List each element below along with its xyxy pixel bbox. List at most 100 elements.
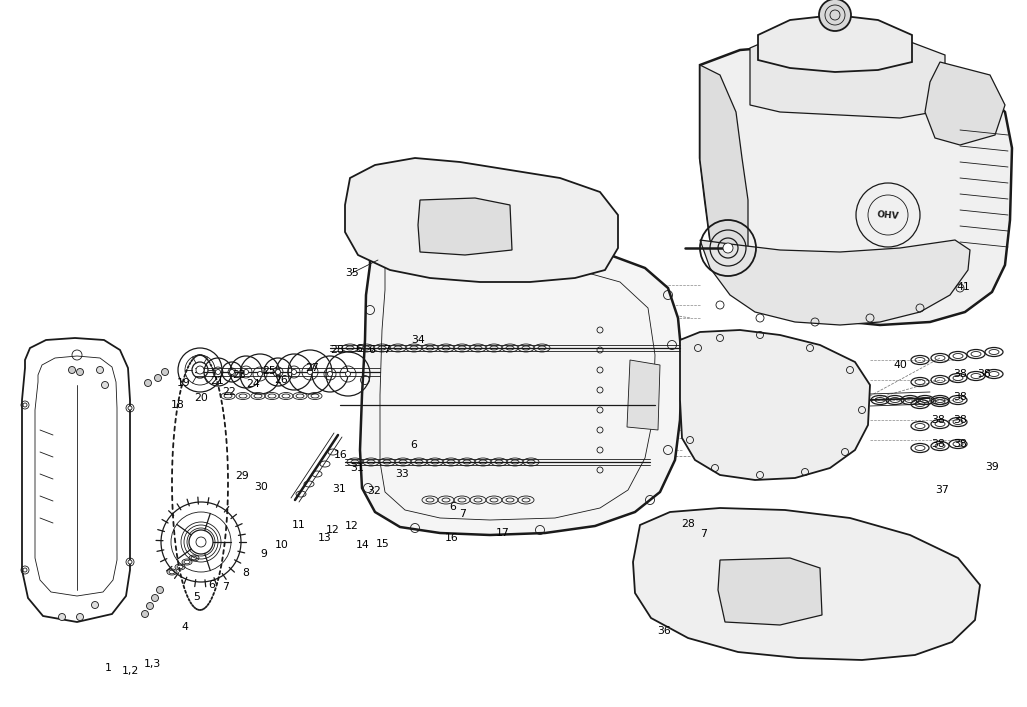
Text: 38: 38: [931, 439, 945, 449]
Text: 25: 25: [262, 366, 276, 376]
Text: 24: 24: [246, 379, 260, 389]
Text: 1: 1: [105, 663, 112, 673]
Text: 34: 34: [411, 335, 425, 345]
Text: 12: 12: [327, 525, 340, 535]
Text: 16: 16: [445, 533, 459, 543]
Circle shape: [128, 406, 132, 410]
Text: 10: 10: [275, 540, 289, 550]
Text: 6: 6: [450, 502, 456, 512]
Circle shape: [258, 371, 263, 377]
Polygon shape: [345, 158, 618, 282]
Text: 30: 30: [254, 482, 268, 492]
Circle shape: [819, 0, 851, 31]
Text: 8: 8: [242, 568, 250, 578]
Polygon shape: [718, 558, 822, 625]
Text: 29: 29: [235, 471, 249, 481]
Polygon shape: [925, 62, 1005, 145]
Circle shape: [154, 375, 161, 382]
Text: 36: 36: [657, 626, 671, 636]
Text: 28: 28: [681, 519, 695, 529]
Text: 1,3: 1,3: [144, 659, 160, 669]
Text: 38: 38: [953, 369, 966, 379]
Circle shape: [345, 371, 350, 377]
Text: 26: 26: [274, 375, 288, 385]
Text: 9: 9: [261, 549, 267, 559]
Circle shape: [229, 370, 234, 375]
Circle shape: [723, 243, 733, 253]
Circle shape: [216, 370, 221, 375]
Circle shape: [76, 368, 83, 375]
Circle shape: [292, 370, 297, 375]
Circle shape: [128, 560, 132, 564]
Text: OHV: OHV: [876, 209, 900, 221]
Text: 22: 22: [222, 387, 236, 397]
Text: 19: 19: [177, 378, 191, 388]
Text: 4: 4: [182, 622, 188, 632]
Circle shape: [145, 380, 152, 387]
Text: 38: 38: [953, 439, 966, 449]
Polygon shape: [700, 240, 969, 325]
Text: 14: 14: [356, 540, 370, 550]
Text: 1,2: 1,2: [121, 666, 139, 676]
Polygon shape: [700, 65, 748, 295]
Text: 37: 37: [936, 485, 949, 495]
Polygon shape: [758, 15, 912, 72]
Circle shape: [161, 368, 168, 375]
Text: 7: 7: [383, 345, 390, 355]
Circle shape: [156, 587, 163, 593]
Text: 31: 31: [350, 463, 364, 473]
Text: 6: 6: [355, 344, 363, 354]
Text: 7: 7: [700, 529, 708, 539]
Circle shape: [147, 602, 153, 609]
Polygon shape: [700, 45, 1012, 325]
Circle shape: [76, 614, 83, 621]
Text: 32: 32: [367, 486, 381, 496]
Circle shape: [23, 403, 27, 407]
Text: 28: 28: [330, 345, 344, 355]
Text: 35: 35: [345, 268, 358, 278]
Circle shape: [69, 366, 76, 373]
Text: 15: 15: [376, 539, 390, 549]
Text: 38: 38: [953, 392, 966, 402]
Text: 7: 7: [459, 509, 466, 519]
Text: 23: 23: [232, 370, 245, 380]
Text: 6: 6: [411, 440, 417, 450]
Text: 38: 38: [953, 415, 966, 425]
Text: 5: 5: [193, 592, 200, 602]
Text: 39: 39: [985, 462, 999, 472]
Text: 7: 7: [223, 582, 229, 592]
Circle shape: [59, 614, 66, 621]
Polygon shape: [627, 360, 660, 430]
Circle shape: [328, 371, 333, 377]
Text: 40: 40: [893, 360, 907, 370]
Circle shape: [102, 382, 109, 389]
Polygon shape: [750, 30, 945, 118]
Circle shape: [243, 370, 249, 375]
Text: 27: 27: [305, 363, 318, 373]
Circle shape: [97, 366, 104, 373]
Text: 38: 38: [977, 369, 991, 379]
Circle shape: [196, 366, 204, 374]
Text: 20: 20: [194, 393, 207, 403]
Polygon shape: [633, 508, 980, 660]
Text: 16: 16: [334, 450, 348, 460]
Circle shape: [23, 568, 27, 572]
Polygon shape: [360, 238, 682, 535]
Circle shape: [307, 370, 312, 375]
Polygon shape: [418, 198, 512, 255]
Circle shape: [142, 611, 149, 617]
Circle shape: [196, 537, 206, 547]
Polygon shape: [22, 338, 130, 622]
Circle shape: [275, 370, 280, 375]
Text: 38: 38: [931, 415, 945, 425]
Text: 31: 31: [332, 484, 346, 494]
Text: 41: 41: [956, 282, 969, 292]
Text: 18: 18: [172, 400, 185, 410]
Circle shape: [91, 602, 99, 609]
Text: 33: 33: [395, 469, 409, 479]
Text: 21: 21: [211, 376, 224, 386]
Polygon shape: [680, 330, 870, 480]
Text: 6: 6: [208, 580, 216, 590]
Text: 11: 11: [292, 520, 306, 530]
Text: 17: 17: [496, 528, 509, 538]
